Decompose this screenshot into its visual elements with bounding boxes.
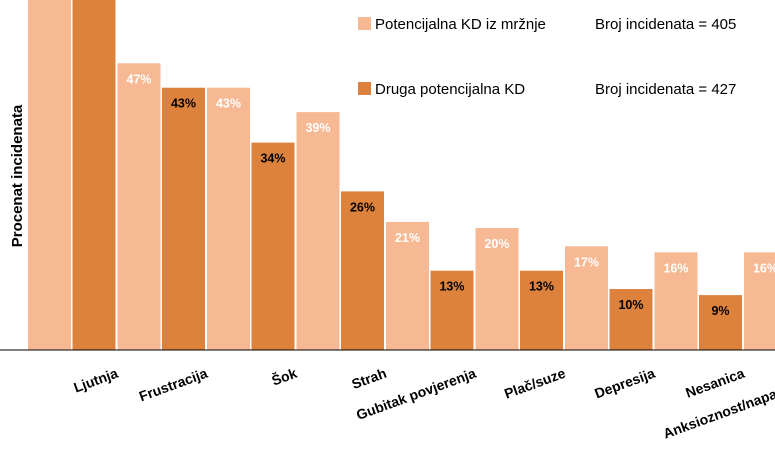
category-label: Depresija <box>592 365 657 402</box>
data-label-series2: 10% <box>618 298 643 312</box>
data-label-series2: 13% <box>529 280 554 294</box>
data-labels-group: 47% 43% 43% 34% 39% 26% 21% 13% 20% 13% 17% 10% 16% 9… <box>126 72 775 318</box>
bar-series2 <box>430 270 474 350</box>
bar-series2 <box>251 142 295 350</box>
bar-series1 <box>475 228 519 350</box>
data-label-series1: 39% <box>305 121 330 135</box>
legend-label-series1: Potencijalna KD iz mržnje <box>375 16 546 33</box>
category-label: Plač/suze <box>502 365 568 402</box>
data-label-series2: 26% <box>350 200 375 214</box>
bar-series1 <box>386 221 429 350</box>
data-label-series2: 13% <box>439 280 464 294</box>
legend-swatch-series2 <box>358 82 371 95</box>
data-label-series2: 43% <box>171 97 196 111</box>
legend-label-series2: Druga potencijalna KD <box>375 81 525 98</box>
bar-series2 <box>162 87 205 350</box>
category-label: Šok <box>269 364 299 389</box>
data-label-series1: 47% <box>126 72 151 86</box>
data-label-series1: 21% <box>395 231 420 245</box>
bar-series1 <box>565 246 608 350</box>
category-label: Strah <box>349 365 388 392</box>
bars-group <box>28 0 775 351</box>
category-label: Ljutnja <box>71 365 120 396</box>
data-label-series1: 16% <box>663 261 688 275</box>
bar-series2 <box>72 0 116 351</box>
bar-series2 <box>341 191 384 350</box>
bar-series1 <box>744 252 775 350</box>
bar-series1 <box>207 87 250 350</box>
bar-series2 <box>699 295 742 350</box>
bar-series1 <box>296 112 340 350</box>
data-label-series1: 20% <box>484 237 509 251</box>
data-label-series1: 17% <box>574 255 599 269</box>
data-label-series2: 9% <box>711 304 729 318</box>
data-label-series2: 34% <box>260 152 285 166</box>
bar-series1 <box>28 0 71 350</box>
legend-note-series1: Broj incidenata = 405 <box>595 16 736 33</box>
legend: Potencijalna KD iz mržnje Broj incidenat… <box>358 16 736 98</box>
data-label-series1: 43% <box>216 97 241 111</box>
bar-series1 <box>117 63 161 351</box>
bar-series2 <box>520 270 563 350</box>
bar-series1 <box>654 252 698 350</box>
bar-series2 <box>609 289 653 350</box>
category-label: Frustracija <box>137 365 210 405</box>
legend-note-series2: Broj incidenata = 427 <box>595 81 736 98</box>
data-label-series1: 16% <box>753 261 775 275</box>
legend-swatch-series1 <box>358 17 371 30</box>
y-axis-label: Procenat incidenata <box>9 104 26 247</box>
category-label: Nesanica <box>683 365 746 401</box>
